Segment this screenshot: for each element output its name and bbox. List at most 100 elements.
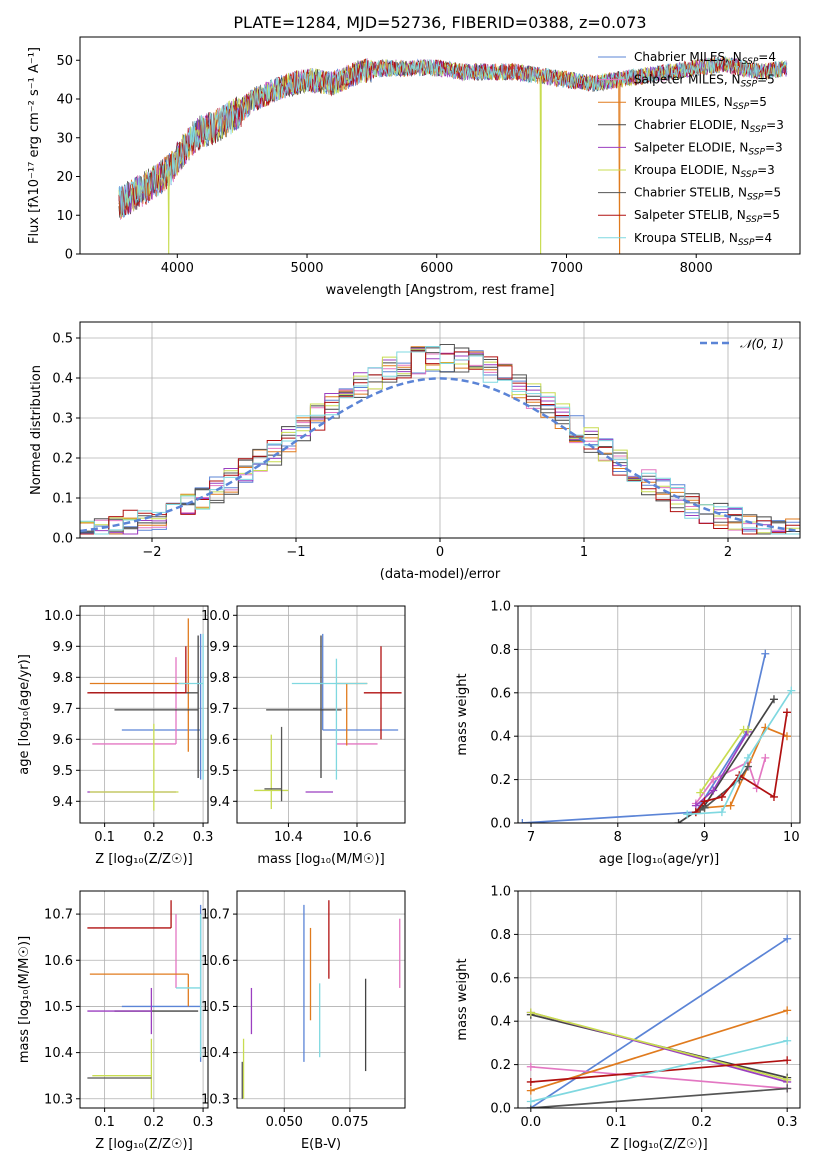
y-tick-label: 10.4	[201, 1046, 230, 1061]
series-marker	[526, 1077, 535, 1086]
legend-nssp-subscript: SSP	[748, 147, 765, 157]
x-tick-label: 7	[527, 830, 535, 845]
y-axis-label: mass [log₁₀(M/M☉)]	[17, 936, 32, 1063]
x-axis-label: Z [log₁₀(Z/Z☉)]	[95, 1137, 192, 1152]
axes-frame	[517, 605, 801, 824]
legend-entry: Kroupa STELIB, NSSP=4	[634, 231, 772, 248]
legend-model: Chabrier STELIB	[634, 186, 730, 200]
y-tick-label: 9.6	[52, 733, 73, 748]
x-axis-label: mass [log₁₀(M/M☉)]	[257, 852, 384, 867]
panel-mass_vs_EBV: 0.050 0.075 10.3 10.4 10.5 10.6 10.7 E(B-V)	[201, 890, 406, 1152]
y-tick-label: 10.5	[44, 1000, 73, 1015]
legend-entry: Chabrier ELODIE, NSSP=3	[634, 118, 784, 135]
x-tick-label: 7000	[550, 261, 583, 276]
x-tick-label: 0.0	[520, 1115, 541, 1130]
series-marker	[709, 786, 718, 795]
x-tick-label: 8	[614, 830, 622, 845]
legend-nssp-label: , N	[721, 231, 738, 245]
x-tick-label: −1	[286, 545, 305, 560]
y-tick-label: 0.2	[52, 452, 73, 467]
y-tick-label: 10.3	[44, 1092, 73, 1107]
legend-nssp-label: , N	[716, 95, 733, 109]
legend-entry: 𝒩(0, 1)	[740, 337, 784, 351]
y-tick-label: 10.0	[201, 609, 230, 624]
x-axis-label: age [log₁₀(age/yr)]	[599, 852, 720, 867]
y-tick-label: 0	[65, 248, 73, 263]
panel-massweight_vs_Z: 0.0 0.1 0.2 0.3 0.0 0.2 0.4 0.6 0.8 1.0 Z [log₁₀(Z…	[455, 885, 801, 1152]
y-tick-label: 9.6	[209, 733, 230, 748]
series-line	[522, 653, 767, 823]
x-tick-label: 2	[724, 545, 732, 560]
legend-nssp-value: =5	[757, 73, 775, 87]
series-line	[530, 1065, 788, 1090]
x-tick-label: 10	[783, 830, 800, 845]
series-marker	[743, 762, 752, 771]
spectrum-line	[118, 55, 788, 217]
y-tick-label: 0.5	[52, 332, 73, 347]
legend-nssp-label: , N	[724, 73, 741, 87]
x-tick-label: 4000	[161, 261, 194, 276]
y-tick-label: 0.8	[490, 643, 511, 658]
axes-frame	[517, 890, 801, 1109]
plot-area	[237, 891, 405, 1108]
x-tick-label: 0.075	[331, 1115, 368, 1130]
legend-nssp-subscript: SSP	[741, 170, 758, 180]
legend-entry: Chabrier MILES, NSSP=4	[634, 50, 776, 67]
x-tick-label: 0.1	[606, 1115, 627, 1130]
y-tick-label: 10.5	[201, 1000, 230, 1015]
x-tick-label: 5000	[290, 261, 323, 276]
plot-area	[80, 891, 208, 1108]
x-tick-label: 0.2	[144, 830, 165, 845]
legend-entry: Kroupa ELODIE, NSSP=3	[634, 163, 775, 180]
x-tick-label: 0	[436, 545, 444, 560]
y-tick-label: 9.9	[52, 640, 73, 655]
series-marker	[683, 810, 692, 819]
x-axis-label: E(B-V)	[301, 1137, 341, 1152]
x-axis-label: Z [log₁₀(Z/Z☉)]	[610, 1137, 707, 1152]
series-marker	[717, 808, 726, 817]
y-tick-label: 10.6	[44, 954, 73, 969]
legend-entry: Chabrier STELIB, NSSP=5	[634, 186, 781, 203]
y-tick-label: 0.8	[490, 928, 511, 943]
x-axis-label: (data-model)/error	[380, 567, 501, 582]
y-tick-label: 0.1	[52, 492, 73, 507]
legend-model: Chabrier MILES	[634, 50, 725, 64]
series-line	[530, 1009, 788, 1092]
legend-nssp-label: , N	[724, 163, 741, 177]
series-marker	[700, 797, 709, 806]
x-tick-label: 10.4	[274, 830, 303, 845]
x-tick-label: 0.3	[193, 830, 214, 845]
y-tick-label: 9.7	[52, 702, 73, 717]
series-marker	[782, 732, 791, 741]
legend-nssp-subscript: SSP	[742, 57, 759, 67]
legend-nssp-subscript: SSP	[741, 80, 758, 90]
x-tick-label: 0.1	[94, 1115, 115, 1130]
legend-nssp-subscript: SSP	[738, 238, 755, 248]
y-tick-label: 0.4	[490, 1015, 511, 1030]
legend-model: Salpeter ELODIE	[634, 140, 732, 154]
legend-model: Salpeter STELIB	[634, 208, 729, 222]
y-tick-label: 9.7	[209, 702, 230, 717]
legend-nssp-label: , N	[729, 208, 746, 222]
x-tick-label: 8000	[680, 261, 713, 276]
series-marker	[696, 788, 705, 797]
panel-residuals: 𝒩(0, 1) −2 −1 0 1 2 0.0 0.1 0.2 0.3 0.4 0.5 (data-mo…	[29, 321, 801, 582]
y-tick-label: 9.9	[209, 640, 230, 655]
axes-frame	[236, 890, 406, 1109]
plot-area	[237, 606, 405, 823]
y-tick-label: 0.2	[490, 1058, 511, 1073]
panel-massweight_vs_age: 7 8 9 10 0.0 0.2 0.4 0.6 0.8 1.0 age [log₁₀(age/yr…	[455, 600, 801, 867]
y-axis-label: mass weight	[455, 673, 470, 755]
plot-area	[118, 55, 788, 254]
y-tick-label: 20	[56, 170, 73, 185]
legend-nssp-label: , N	[730, 186, 747, 200]
series-marker	[526, 1008, 535, 1017]
axes-frame	[79, 36, 801, 255]
x-axis-label: wavelength [Angstrom, rest frame]	[326, 283, 555, 298]
y-tick-label: 1.0	[490, 600, 511, 615]
legend-model: Kroupa MILES	[634, 95, 716, 109]
plot-area	[80, 322, 800, 538]
legend-nssp-value: =3	[766, 118, 784, 132]
y-tick-label: 0.6	[490, 971, 511, 986]
